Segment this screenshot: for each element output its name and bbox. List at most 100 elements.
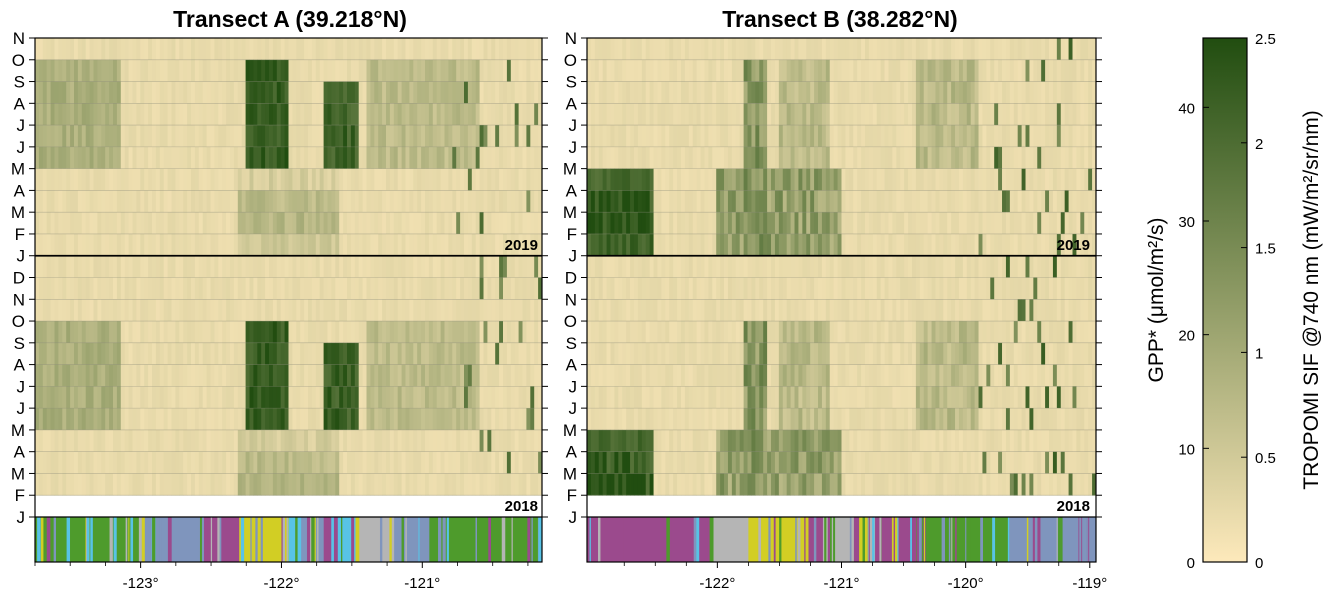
heatmap-cell: [487, 146, 492, 170]
heatmap-cell: [222, 277, 227, 300]
heatmap-cell: [610, 125, 615, 148]
month-label: A: [14, 181, 26, 200]
heatmap-cell: [751, 233, 756, 257]
heatmap-cell: [311, 233, 317, 257]
heatmap-cell: [794, 190, 799, 213]
heatmap-cell: [522, 38, 527, 61]
heatmap-cell: [853, 233, 858, 257]
heatmap-cell: [148, 59, 153, 82]
heatmap-cell: [179, 408, 184, 431]
heatmap-cell: [187, 364, 192, 387]
heatmap-cell: [538, 38, 543, 61]
heatmap-cell: [657, 277, 662, 300]
heatmap-cell: [191, 342, 196, 365]
heatmap-cell: [970, 146, 976, 170]
heatmap-cell: [479, 255, 484, 278]
heatmap-cell: [460, 386, 465, 409]
heatmap-cell: [530, 59, 535, 82]
heatmap-cell: [751, 255, 756, 278]
heatmap-cell: [428, 103, 434, 126]
heatmap-cell: [798, 212, 803, 235]
heatmap-cell: [62, 233, 67, 257]
heatmap-cell: [947, 168, 952, 191]
heatmap-cell: [495, 451, 500, 474]
heatmap-cell: [233, 59, 239, 82]
heatmap-cell: [530, 473, 535, 496]
heatmap-cell: [688, 168, 694, 191]
heatmap-cell: [696, 364, 701, 387]
heatmap-cell: [401, 473, 406, 496]
heatmap-cell: [943, 190, 948, 213]
heatmap-cell: [335, 321, 340, 344]
heatmap-cell: [506, 473, 512, 496]
heatmap-cell: [594, 103, 600, 126]
heatmap-cell: [904, 255, 909, 278]
heatmap-cell: [814, 233, 819, 257]
heatmap-cell: [853, 321, 858, 344]
heatmap-cell: [594, 212, 600, 235]
heatmap-cell: [288, 146, 293, 170]
heatmap-cell: [759, 212, 764, 235]
heatmap-cell: [452, 473, 457, 496]
heatmap-cell: [428, 451, 434, 474]
heatmap-cell: [323, 146, 328, 170]
heatmap-cell: [739, 321, 745, 344]
heatmap-cell: [448, 212, 453, 235]
heatmap-cell: [152, 146, 157, 170]
heatmap-cell: [911, 299, 917, 322]
heatmap-cell: [66, 38, 71, 61]
heatmap-cell: [1041, 255, 1046, 278]
heatmap-cell: [825, 81, 831, 104]
heatmap-cell: [389, 473, 395, 496]
heatmap-cell: [892, 277, 897, 300]
heatmap-cell: [241, 429, 246, 453]
month-label: J: [17, 138, 26, 157]
heatmap-cell: [389, 233, 395, 257]
heatmap-cell: [833, 342, 838, 365]
heatmap-cell: [526, 190, 531, 213]
heatmap-cell: [680, 59, 686, 82]
heatmap-cell: [401, 59, 406, 82]
heatmap-cell: [915, 321, 921, 344]
heatmap-cell: [397, 473, 402, 496]
heatmap-cell: [77, 168, 83, 191]
heatmap-cell: [499, 38, 504, 61]
heatmap-cell: [413, 364, 418, 387]
heatmap-cell: [187, 299, 192, 322]
heatmap-cell: [54, 451, 59, 474]
heatmap-cell: [421, 168, 426, 191]
heatmap-cell: [904, 212, 909, 235]
heatmap-cell: [818, 233, 823, 257]
heatmap-cell: [144, 168, 149, 191]
heatmap-cell: [265, 81, 270, 104]
heatmap-cell: [136, 190, 141, 213]
heatmap-cell: [633, 168, 639, 191]
heatmap-cell: [700, 59, 705, 82]
heatmap-cell: [534, 190, 539, 213]
heatmap-cell: [148, 299, 153, 322]
heatmap-cell: [448, 103, 453, 126]
heatmap-cell: [633, 212, 639, 235]
heatmap-cell: [358, 38, 363, 61]
heatmap-cell: [735, 190, 741, 213]
heatmap-cell: [362, 190, 367, 213]
heatmap-cell: [955, 146, 960, 170]
heatmap-cell: [175, 212, 180, 235]
heatmap-cell: [50, 277, 55, 300]
heatmap-cell: [428, 408, 434, 431]
heatmap-cell: [233, 168, 239, 191]
heatmap-cell: [386, 59, 391, 82]
heatmap-cell: [1033, 342, 1038, 365]
heatmap-cell: [81, 277, 87, 300]
heatmap-cell: [1045, 103, 1050, 126]
heatmap-cell: [1002, 212, 1007, 235]
month-label: J: [17, 399, 26, 418]
heatmap-cell: [46, 38, 51, 61]
heatmap-cell: [849, 342, 854, 365]
heatmap-cell: [358, 299, 363, 322]
heatmap-cell: [514, 233, 519, 257]
heatmap-cell: [471, 168, 477, 191]
heatmap-cell: [602, 59, 607, 82]
heatmap-cell: [304, 59, 309, 82]
heatmap-cell: [46, 212, 51, 235]
